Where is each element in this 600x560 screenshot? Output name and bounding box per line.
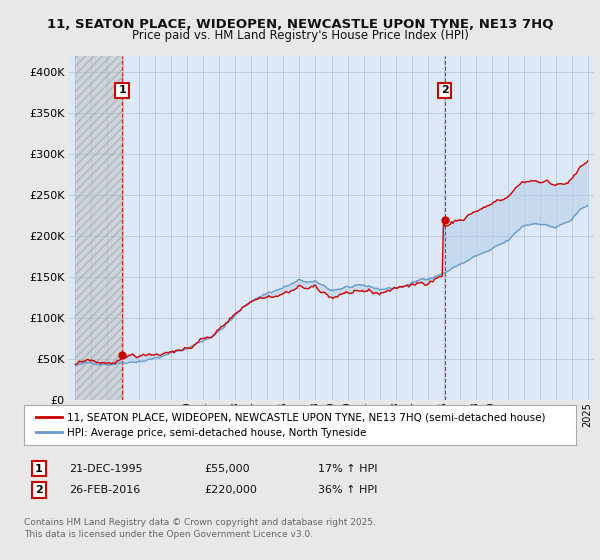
Text: 1: 1 [118, 86, 126, 95]
Text: 11, SEATON PLACE, WIDEOPEN, NEWCASTLE UPON TYNE, NE13 7HQ: 11, SEATON PLACE, WIDEOPEN, NEWCASTLE UP… [47, 18, 553, 31]
Text: £55,000: £55,000 [204, 464, 250, 474]
Text: 1: 1 [35, 464, 43, 474]
Text: 2: 2 [441, 86, 449, 95]
Text: Price paid vs. HM Land Registry's House Price Index (HPI): Price paid vs. HM Land Registry's House … [131, 29, 469, 42]
Text: £220,000: £220,000 [204, 485, 257, 495]
Text: 21-DEC-1995: 21-DEC-1995 [69, 464, 143, 474]
Legend: 11, SEATON PLACE, WIDEOPEN, NEWCASTLE UPON TYNE, NE13 7HQ (semi-detached house),: 11, SEATON PLACE, WIDEOPEN, NEWCASTLE UP… [32, 408, 550, 442]
Text: 36% ↑ HPI: 36% ↑ HPI [318, 485, 377, 495]
Text: 26-FEB-2016: 26-FEB-2016 [69, 485, 140, 495]
Text: 17% ↑ HPI: 17% ↑ HPI [318, 464, 377, 474]
Text: 2: 2 [35, 485, 43, 495]
Text: Contains HM Land Registry data © Crown copyright and database right 2025.
This d: Contains HM Land Registry data © Crown c… [24, 518, 376, 539]
